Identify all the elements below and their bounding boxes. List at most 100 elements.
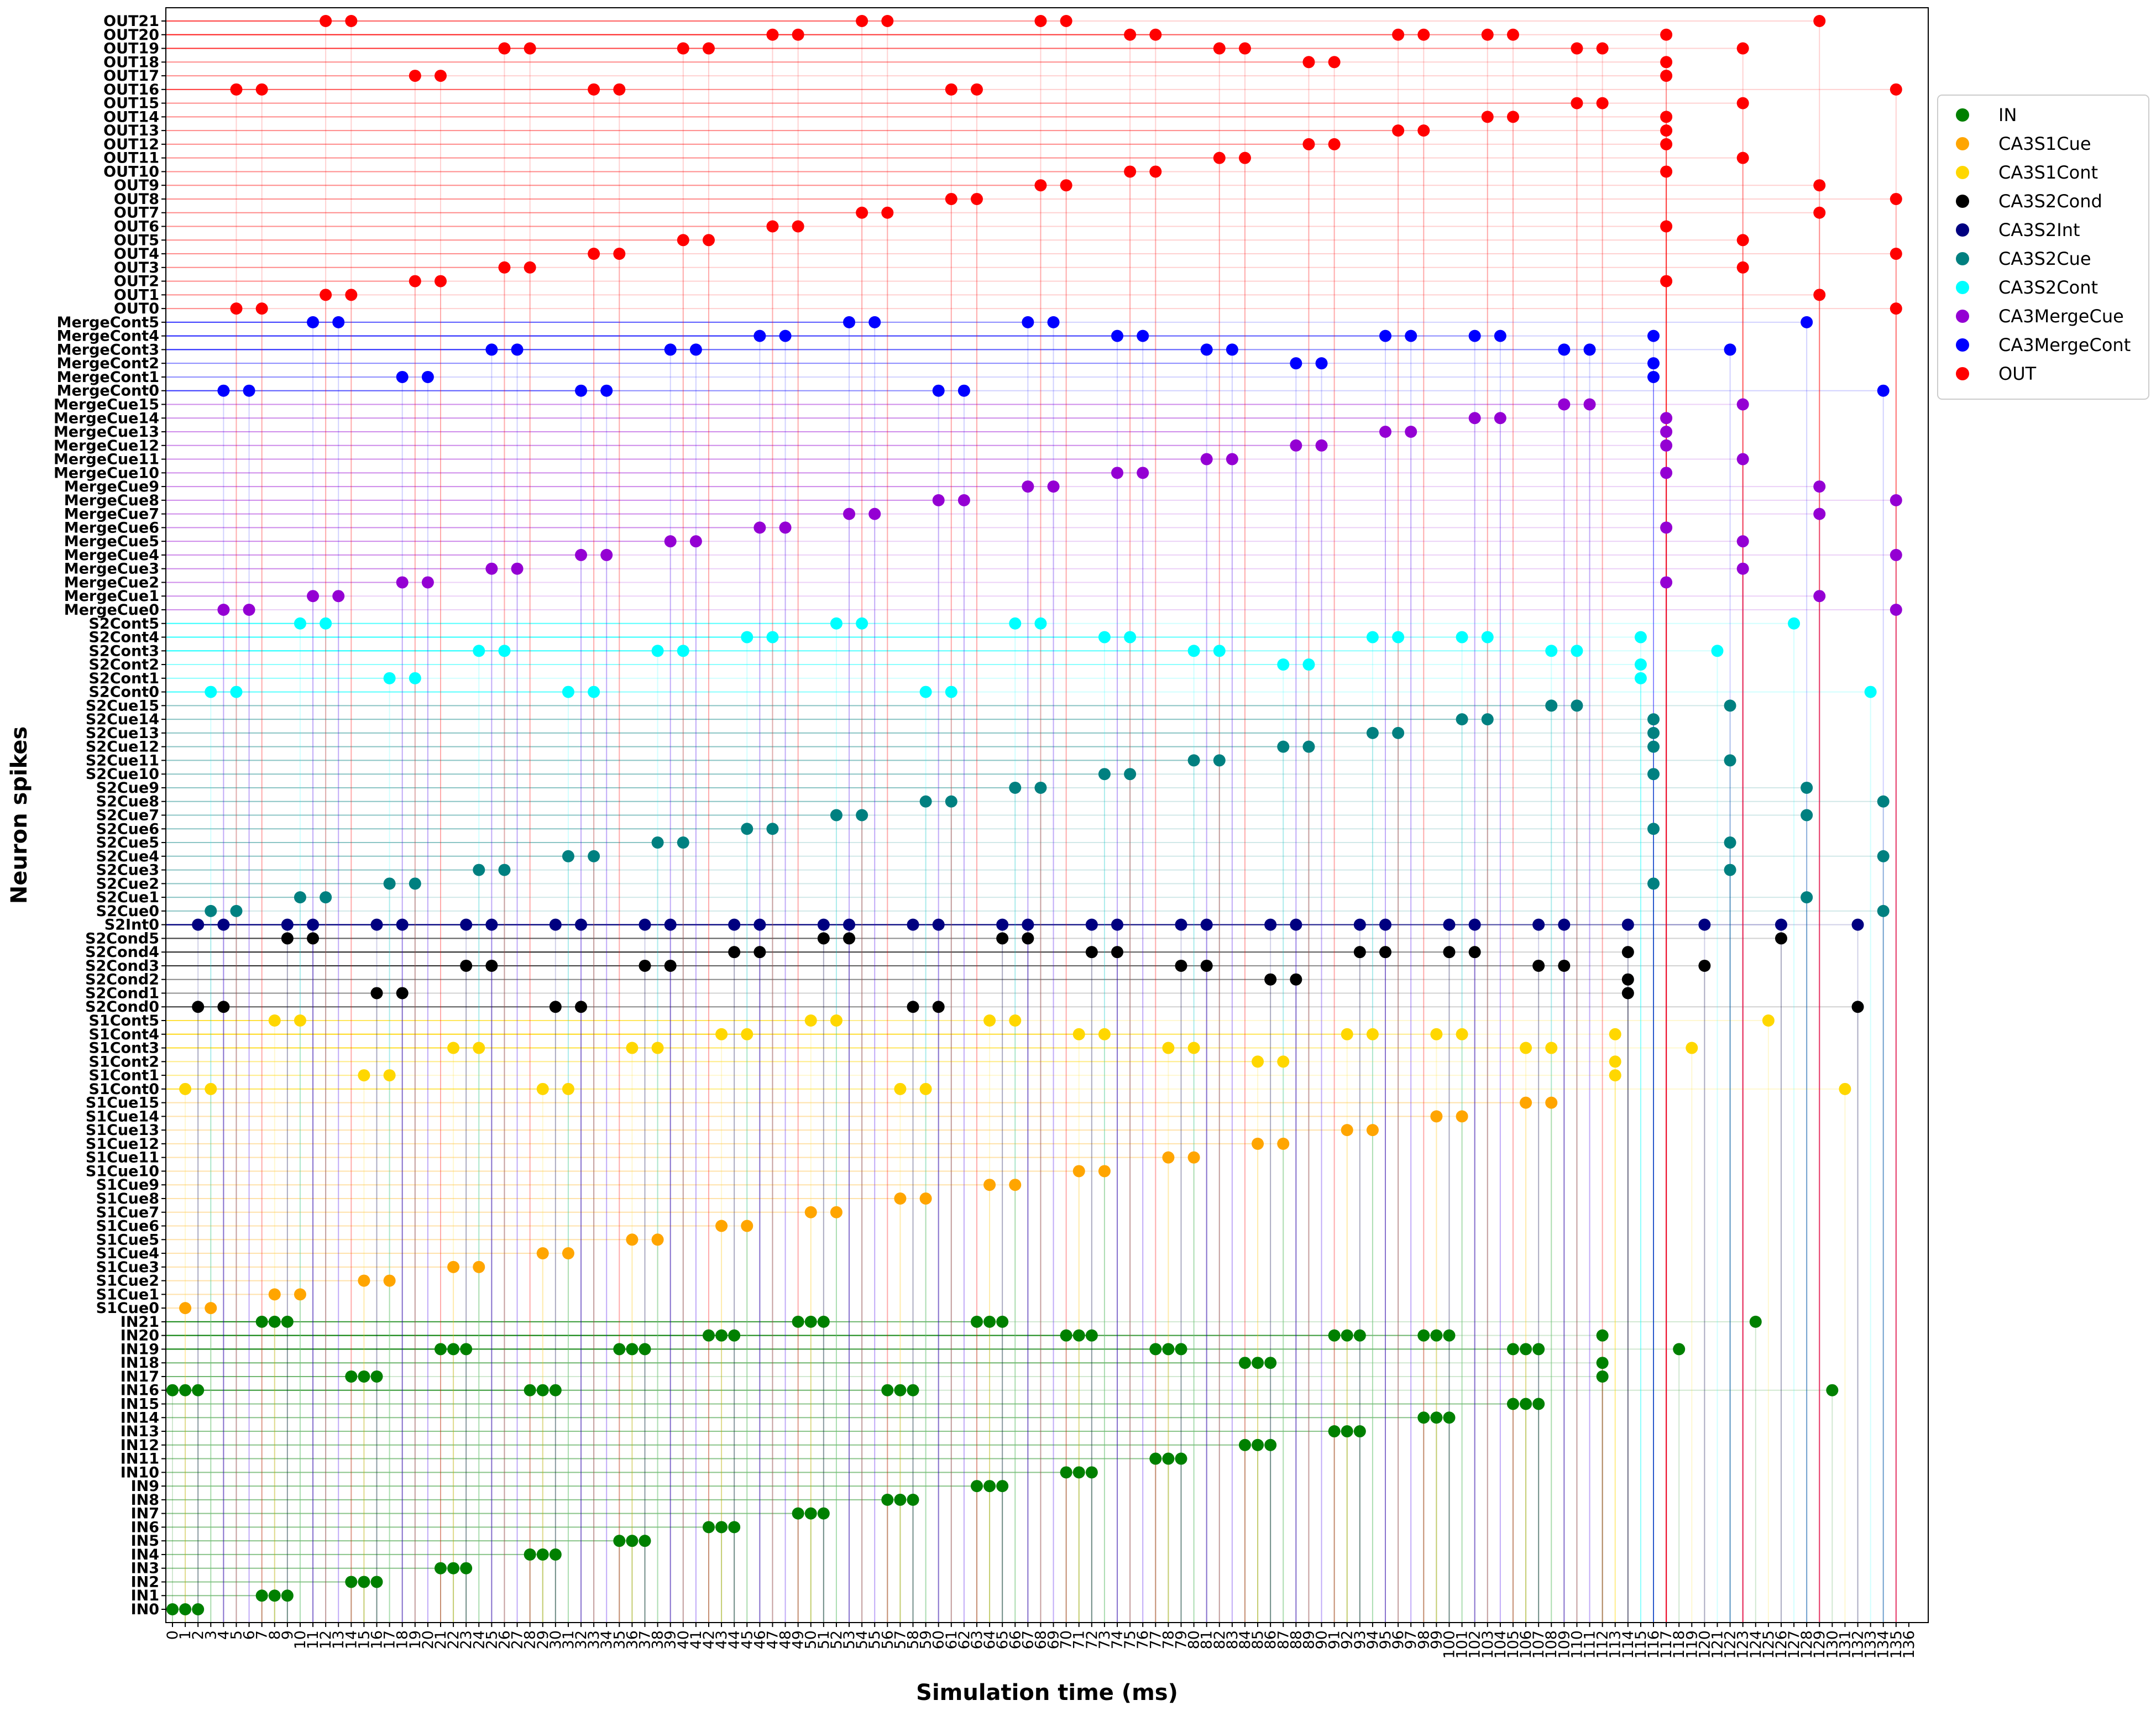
spike-point <box>1532 959 1545 972</box>
y-tick-label: S1Cue2 <box>96 1273 159 1290</box>
y-tick-label: MergeCue14 <box>54 410 159 427</box>
spike-point <box>868 508 881 520</box>
y-tick-label: OUT18 <box>103 54 159 71</box>
spike-point <box>766 220 779 233</box>
spike-point <box>881 15 894 27</box>
spike-point <box>460 1562 473 1574</box>
spike-point <box>856 617 868 630</box>
x-tick-label: 66 <box>1007 1630 1024 1649</box>
spike-point <box>1481 631 1494 644</box>
spike-point <box>1175 1452 1187 1465</box>
spike-point <box>230 83 243 96</box>
spike-point <box>1494 412 1506 425</box>
spike-point <box>817 932 830 945</box>
spike-point <box>473 1042 485 1054</box>
spike-point <box>907 918 919 931</box>
spike-point <box>753 329 766 342</box>
spike-point <box>1890 548 1902 561</box>
spike-point <box>498 42 511 55</box>
spike-point <box>1187 645 1200 657</box>
spike-point <box>1379 426 1392 438</box>
spike-point <box>1621 987 1634 1000</box>
spike-point <box>1200 918 1213 931</box>
spike-point <box>715 1329 728 1342</box>
spike-point <box>485 343 498 356</box>
spike-point <box>1034 617 1047 630</box>
spike-point <box>1660 220 1673 233</box>
spike-point <box>524 1548 536 1561</box>
spike-point <box>575 1001 588 1013</box>
spike-point <box>932 1001 945 1013</box>
spike-point <box>179 1603 192 1615</box>
y-tick-label: IN21 <box>121 1314 159 1331</box>
x-tick-label: 63 <box>969 1630 986 1649</box>
y-tick-label: S2Cont1 <box>88 670 159 687</box>
x-tick-label: 131 <box>1836 1630 1854 1659</box>
x-tick-label: 47 <box>764 1630 781 1649</box>
y-tick-label: IN7 <box>131 1505 159 1523</box>
y-tick-label: S2Cond1 <box>85 985 159 1002</box>
y-tick-label: IN9 <box>131 1478 159 1495</box>
x-tick-label: 120 <box>1696 1630 1713 1659</box>
y-tick-label: S2Cond2 <box>85 971 159 988</box>
spike-point <box>1238 151 1251 164</box>
spike-point <box>894 1192 907 1205</box>
spike-point <box>702 42 715 55</box>
x-tick-label: 41 <box>688 1630 705 1649</box>
legend-label: CA3S2Cond <box>1998 191 2102 212</box>
spike-point <box>830 809 842 822</box>
x-tick-label: 56 <box>879 1630 896 1649</box>
x-tick-label: 134 <box>1875 1630 1892 1659</box>
spike-point <box>1813 289 1826 301</box>
y-tick-label: S1Cue11 <box>86 1149 159 1166</box>
spike-point <box>1736 97 1749 109</box>
spike-point <box>320 15 332 27</box>
spike-point <box>1890 494 1902 506</box>
spike-point <box>894 1384 907 1396</box>
x-tick-label: 21 <box>432 1630 449 1649</box>
x-tick-label: 43 <box>713 1630 730 1649</box>
spike-point <box>1302 56 1315 69</box>
spike-point <box>1647 329 1660 342</box>
spike-point <box>1520 1398 1532 1410</box>
spike-point <box>1456 1028 1468 1040</box>
spike-point <box>1443 946 1456 959</box>
spike-point <box>1034 179 1047 192</box>
spike-point <box>1647 877 1660 890</box>
y-tick-label: IN14 <box>121 1409 159 1426</box>
y-tick-label: OUT9 <box>114 177 159 194</box>
spike-point <box>1238 1357 1251 1369</box>
y-tick-label: S1Cue7 <box>96 1204 159 1221</box>
spike-point <box>1545 1096 1558 1109</box>
spike-point <box>1187 1042 1200 1054</box>
spike-point <box>1736 453 1749 465</box>
x-tick-label: 64 <box>981 1630 998 1649</box>
spike-point <box>1302 740 1315 753</box>
spike-point <box>1571 699 1583 712</box>
spike-point <box>588 248 600 260</box>
spike-point <box>894 1493 907 1506</box>
y-tick-label: MergeCue1 <box>64 588 159 605</box>
legend-label: CA3MergeCont <box>1998 334 2131 355</box>
spike-point <box>856 206 868 219</box>
y-tick-label: S2Cont4 <box>88 629 159 646</box>
spike-point <box>1290 918 1302 931</box>
x-tick-label: 67 <box>1019 1630 1037 1649</box>
spike-point <box>1124 768 1137 781</box>
x-tick-label: 83 <box>1224 1630 1241 1649</box>
spike-point <box>753 918 766 931</box>
x-tick-label: 68 <box>1032 1630 1049 1649</box>
spike-point <box>1532 1398 1545 1410</box>
y-tick-label: OUT4 <box>114 245 159 263</box>
x-tick-label: 123 <box>1735 1630 1752 1659</box>
y-tick-label: S1Cont5 <box>88 1012 159 1029</box>
spike-point <box>881 1384 894 1396</box>
spike-point <box>600 548 613 561</box>
y-tick-label: OUT14 <box>103 108 159 125</box>
y-tick-label: MergeCont5 <box>57 314 159 331</box>
spike-point <box>1124 165 1137 178</box>
spike-point <box>677 42 689 55</box>
spike-point <box>1443 918 1456 931</box>
spike-point <box>639 959 651 972</box>
connection-lines-layer <box>166 20 1897 1623</box>
